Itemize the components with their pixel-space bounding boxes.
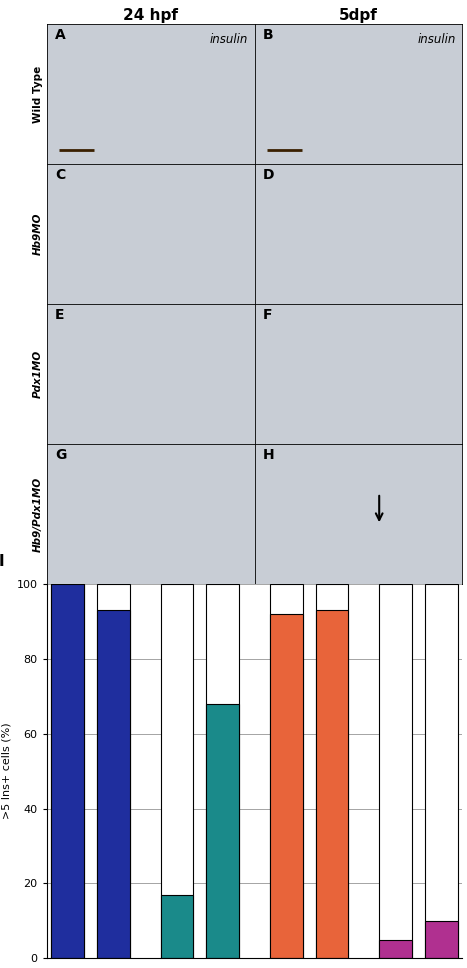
Bar [206, 584, 239, 958]
Text: insulin: insulin [210, 33, 248, 45]
Text: insulin: insulin [417, 33, 456, 45]
Text: D: D [263, 168, 274, 182]
Text: B: B [263, 28, 274, 43]
Bar [425, 584, 458, 958]
Bar [379, 584, 412, 958]
Text: C: C [55, 168, 65, 182]
Bar [51, 584, 84, 958]
Bar [206, 704, 239, 958]
Bar [379, 940, 412, 958]
Bar [51, 584, 84, 958]
Bar [161, 584, 193, 958]
Text: A: A [55, 28, 66, 43]
Bar [97, 610, 130, 958]
Bar [270, 584, 303, 958]
Y-axis label: Hb9/Pdx1MO: Hb9/Pdx1MO [33, 476, 42, 552]
Title: 24 hpf: 24 hpf [123, 8, 178, 23]
Y-axis label: >5 Ins+ cells (%): >5 Ins+ cells (%) [1, 723, 11, 820]
Text: G: G [55, 448, 66, 462]
Y-axis label: Pdx1MO: Pdx1MO [33, 349, 42, 398]
Text: I: I [0, 554, 5, 569]
Text: F: F [263, 308, 272, 322]
Bar [270, 614, 303, 958]
Y-axis label: Wild Type: Wild Type [33, 66, 42, 123]
Title: 5dpf: 5dpf [339, 8, 378, 23]
Bar [316, 610, 348, 958]
Text: E: E [55, 308, 64, 322]
Text: H: H [263, 448, 275, 462]
Bar [97, 584, 130, 958]
Bar [161, 894, 193, 958]
Bar [425, 921, 458, 958]
Y-axis label: Hb9MO: Hb9MO [33, 213, 42, 256]
Bar [316, 584, 348, 958]
